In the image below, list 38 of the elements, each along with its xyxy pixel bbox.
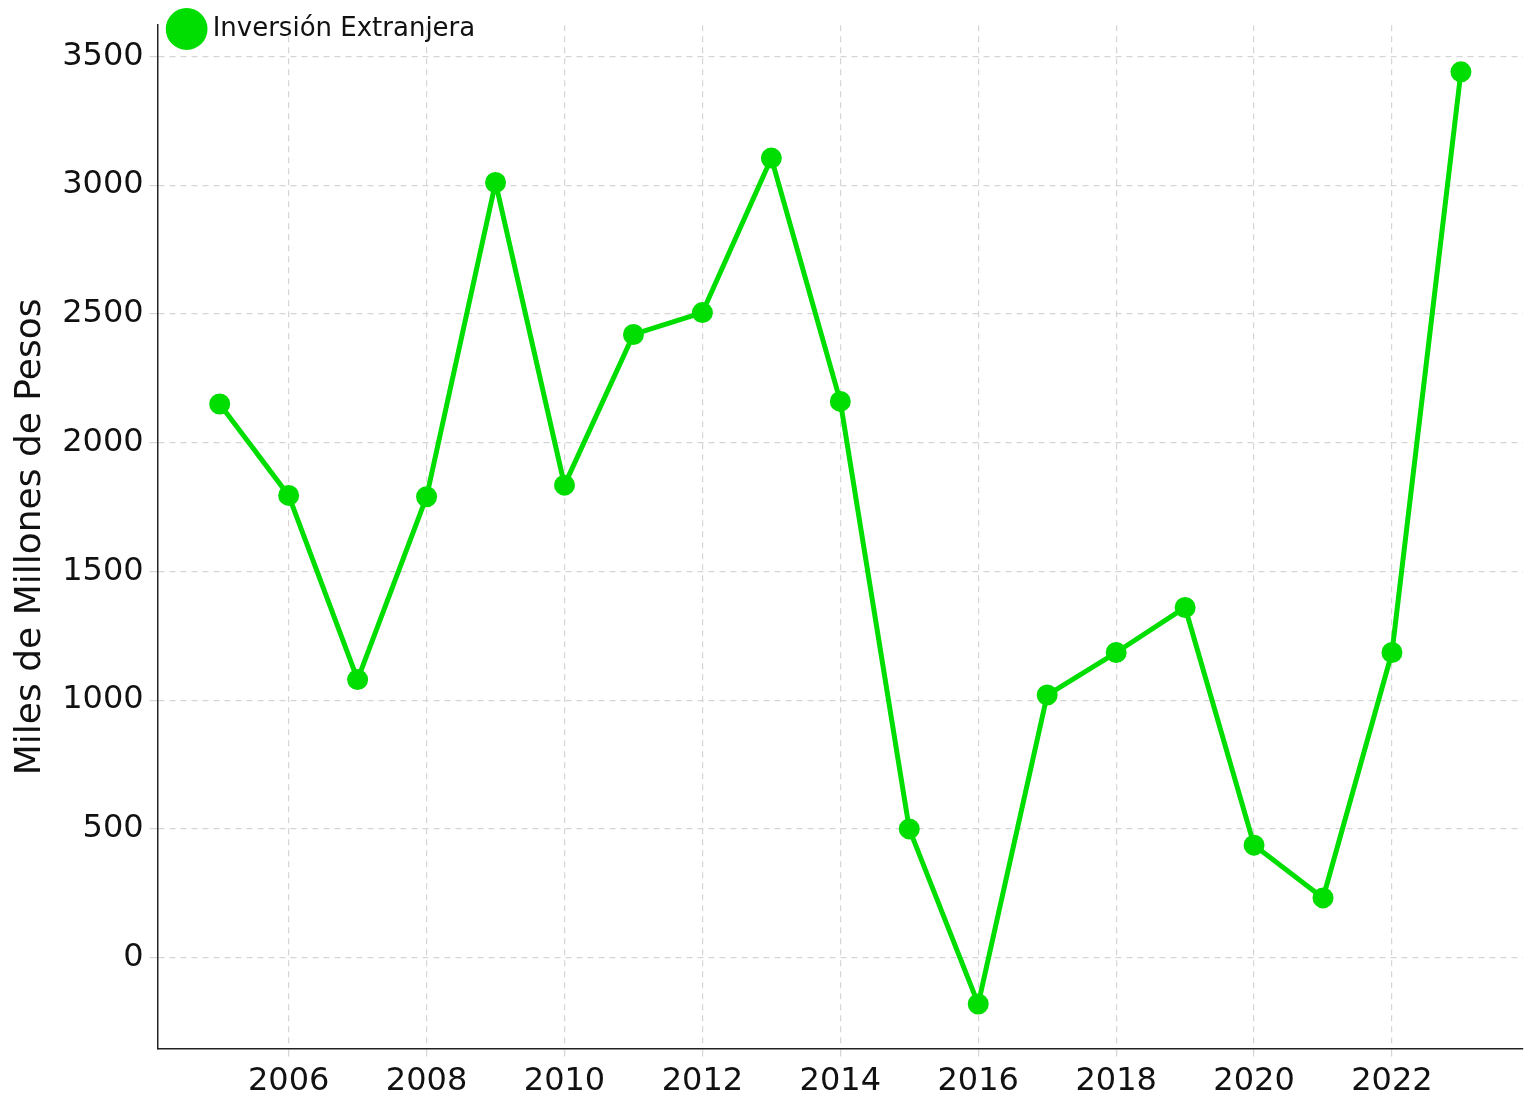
point — [691, 302, 713, 324]
point — [485, 172, 507, 194]
point — [553, 474, 575, 496]
point — [760, 147, 782, 169]
x-tick-label: 2012 — [661, 1060, 744, 1099]
y-tick-label: 1000 — [62, 678, 144, 717]
point — [1036, 684, 1058, 706]
point — [1243, 834, 1265, 856]
point — [1174, 596, 1196, 618]
legend-label: Inversión Extranjera — [212, 11, 476, 42]
point — [1312, 887, 1334, 909]
x-tick-label: 2020 — [1213, 1060, 1295, 1099]
x-tick-label: 2008 — [385, 1060, 468, 1099]
point — [898, 818, 920, 840]
y-tick-label: 3500 — [62, 34, 144, 73]
x-tick-label: 2006 — [247, 1060, 330, 1099]
y-tick-label: 2000 — [62, 420, 144, 459]
point — [622, 323, 644, 345]
point — [1450, 61, 1472, 83]
point — [416, 486, 438, 508]
point — [1105, 642, 1127, 664]
y-tick-label: 500 — [82, 807, 144, 846]
x-tick-label: 2010 — [523, 1060, 606, 1099]
y-tick-label: 2500 — [62, 292, 144, 331]
point — [209, 393, 231, 415]
point — [829, 390, 851, 412]
y-tick-label: 1500 — [62, 549, 144, 588]
y-tick-label: 0 — [123, 936, 144, 975]
x-tick-label: 2018 — [1075, 1060, 1157, 1099]
point — [347, 669, 369, 691]
x-tick-label: 2022 — [1351, 1060, 1433, 1099]
x-tick-label: 2014 — [799, 1060, 882, 1099]
point — [967, 993, 989, 1015]
y-tick-label: 3000 — [62, 163, 144, 202]
point — [278, 484, 300, 506]
point — [1381, 642, 1403, 664]
x-tick-label: 2016 — [937, 1060, 1019, 1099]
y-axis-title: Miles de Millones de Pesos — [6, 298, 48, 776]
